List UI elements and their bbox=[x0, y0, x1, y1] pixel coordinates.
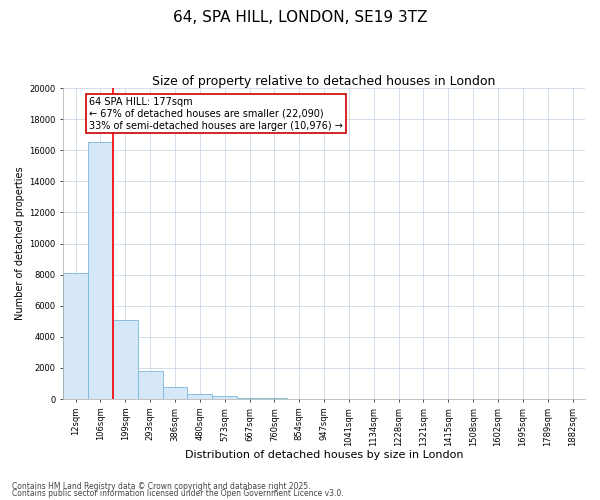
Y-axis label: Number of detached properties: Number of detached properties bbox=[15, 166, 25, 320]
Bar bbox=[63, 273, 88, 399]
Bar bbox=[163, 388, 187, 399]
Text: Contains public sector information licensed under the Open Government Licence v3: Contains public sector information licen… bbox=[12, 490, 344, 498]
Bar bbox=[237, 398, 262, 399]
Bar bbox=[287, 398, 311, 399]
Text: Contains HM Land Registry data © Crown copyright and database right 2025.: Contains HM Land Registry data © Crown c… bbox=[12, 482, 311, 491]
Text: 64, SPA HILL, LONDON, SE19 3TZ: 64, SPA HILL, LONDON, SE19 3TZ bbox=[173, 10, 427, 25]
Bar bbox=[187, 394, 212, 399]
Text: 64 SPA HILL: 177sqm
← 67% of detached houses are smaller (22,090)
33% of semi-de: 64 SPA HILL: 177sqm ← 67% of detached ho… bbox=[89, 98, 343, 130]
Title: Size of property relative to detached houses in London: Size of property relative to detached ho… bbox=[152, 75, 496, 88]
X-axis label: Distribution of detached houses by size in London: Distribution of detached houses by size … bbox=[185, 450, 463, 460]
Bar bbox=[138, 371, 163, 399]
Bar bbox=[88, 142, 113, 399]
Bar bbox=[113, 320, 138, 399]
Bar bbox=[262, 398, 287, 399]
Bar bbox=[212, 396, 237, 399]
